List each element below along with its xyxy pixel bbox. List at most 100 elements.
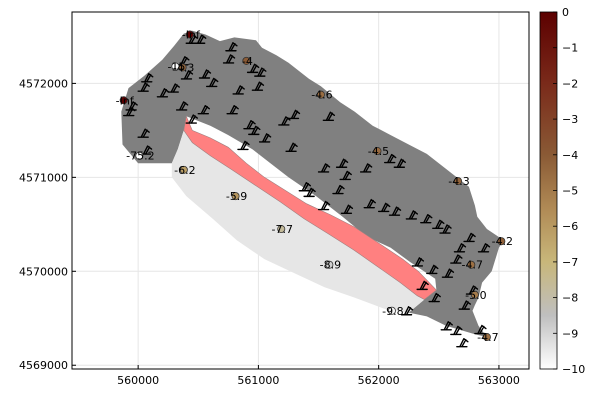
x-tick-label: 561000 [237, 374, 279, 387]
wind-glyph-icon [383, 153, 397, 164]
colorbar-tick-label: −9 [562, 327, 578, 340]
wind-glyph-icon [393, 158, 407, 168]
wind-glyph-icon [420, 213, 433, 224]
wind-glyph-icon [246, 63, 260, 74]
wind-glyph-icon [439, 224, 452, 234]
wind-glyph-icon [258, 133, 272, 143]
wind-glyph-icon [198, 69, 212, 79]
wind-glyph-icon [463, 232, 476, 243]
wind-glyph-icon [285, 142, 298, 152]
point-label: -4.2 [492, 235, 513, 248]
wind-glyph-icon [405, 210, 419, 220]
data-point [373, 147, 382, 156]
highlight-band-polygon [183, 115, 437, 300]
point-label: -Inf [116, 94, 135, 107]
data-point [135, 151, 144, 160]
wind-glyph-icon [453, 243, 467, 253]
point-label: -6.2 [174, 164, 195, 177]
wind-glyph-icon [125, 101, 138, 111]
wind-glyph-icon [278, 116, 291, 126]
colorbar-tick-label: −8 [562, 292, 578, 305]
wind-glyph-icon [185, 114, 198, 124]
point-label: -75.2 [126, 150, 154, 163]
colorbar-tick-label: −10 [562, 363, 585, 376]
wind-glyph-icon [474, 324, 487, 335]
wind-glyph-icon [388, 206, 402, 216]
wind-glyph-icon [123, 106, 136, 117]
wind-glyph-icon [232, 85, 245, 95]
data-point [185, 30, 194, 39]
y-tick-label: 4570000 [19, 265, 68, 278]
data-point [316, 90, 325, 99]
main-polygon [121, 30, 504, 338]
point-label: -4.3 [448, 175, 469, 188]
colorbar-tick-label: −2 [562, 77, 578, 90]
wind-glyph-icon [137, 128, 150, 138]
wind-glyph-icon [339, 170, 352, 181]
wind-glyph-icon [440, 321, 453, 331]
wind-glyph-icon [251, 81, 265, 91]
data-point [119, 96, 128, 105]
point-label: -4.6 [311, 89, 332, 102]
wind-glyph-icon [450, 254, 463, 264]
wind-glyph-icon [363, 198, 376, 209]
wind-glyph-icon [248, 125, 261, 136]
wind-glyph-icon [340, 204, 354, 214]
point-label: -4.7 [462, 259, 483, 272]
point-label: -15 [167, 60, 185, 73]
wind-glyph-icon [317, 163, 331, 173]
wind-glyph-icon [141, 73, 154, 83]
points-layer [119, 30, 506, 342]
data-point [454, 177, 463, 186]
y-tick-label: 4569000 [19, 359, 68, 372]
wind-glyph-icon [243, 120, 256, 130]
point-labels-layer: -Inf-15-4.3-4-Inf -4.6-75.2-6.2-4.5-4.3-5… [116, 29, 513, 345]
point-label: -8.9 [320, 259, 341, 272]
colorbar-tick-label: −4 [562, 149, 578, 162]
lower-zone-polygon [171, 130, 425, 313]
plot-frame [71, 11, 530, 370]
point-label: -7.7 [272, 223, 293, 236]
wind-glyph-icon [197, 105, 210, 115]
wind-glyph-icon [400, 306, 414, 316]
colorbar-tick-label: −3 [562, 113, 578, 126]
data-point [325, 260, 334, 269]
wind-glyph-icon [298, 182, 312, 192]
point-label: -4 [242, 55, 253, 68]
wind-glyph-icon [225, 42, 238, 52]
wind-glyph-icon [416, 280, 429, 291]
wind-glyph-icon [206, 77, 219, 88]
colorbar-tick-label: −5 [562, 185, 578, 198]
wind-glyph-icon [411, 257, 425, 267]
data-point [231, 192, 240, 201]
wind-glyph-icon [332, 184, 345, 195]
data-point [387, 306, 396, 315]
wind-glyph-icon [335, 158, 349, 168]
wind-glyph-icon [254, 67, 267, 77]
colorbar: 0 −1 −2 −3 −4 −5 −6 −7 −8 −9 −10 [539, 6, 585, 376]
wind-glyph-icon [303, 187, 316, 198]
wind-glyph-icon [432, 219, 445, 230]
wind-glyph-icon [450, 325, 463, 336]
point-label: -4.3 [173, 61, 194, 74]
y-tick-label: 4572000 [19, 77, 68, 90]
x-tick-label: 563000 [478, 374, 520, 387]
point-label: -5.9 [226, 190, 247, 203]
y-tick-label: 4571000 [19, 171, 68, 184]
colorbar-tick-label: −7 [562, 256, 578, 269]
wind-glyph-icon [180, 70, 194, 80]
x-tick-label: 562000 [358, 374, 400, 387]
data-point [179, 165, 188, 174]
data-point [482, 333, 491, 342]
wind-glyph-icon [167, 83, 180, 93]
glyph-layer [123, 34, 491, 348]
point-label: -4.5 [368, 145, 389, 158]
colorbar-tick-label: −1 [562, 42, 578, 55]
wind-glyph-icon [441, 268, 455, 278]
data-point [470, 290, 479, 299]
point-label: -4.7 [477, 331, 498, 344]
colorbar-tick-label: −6 [562, 220, 578, 233]
colorbar-tick-label: 0 [562, 6, 569, 19]
wind-glyph-icon [428, 292, 441, 303]
